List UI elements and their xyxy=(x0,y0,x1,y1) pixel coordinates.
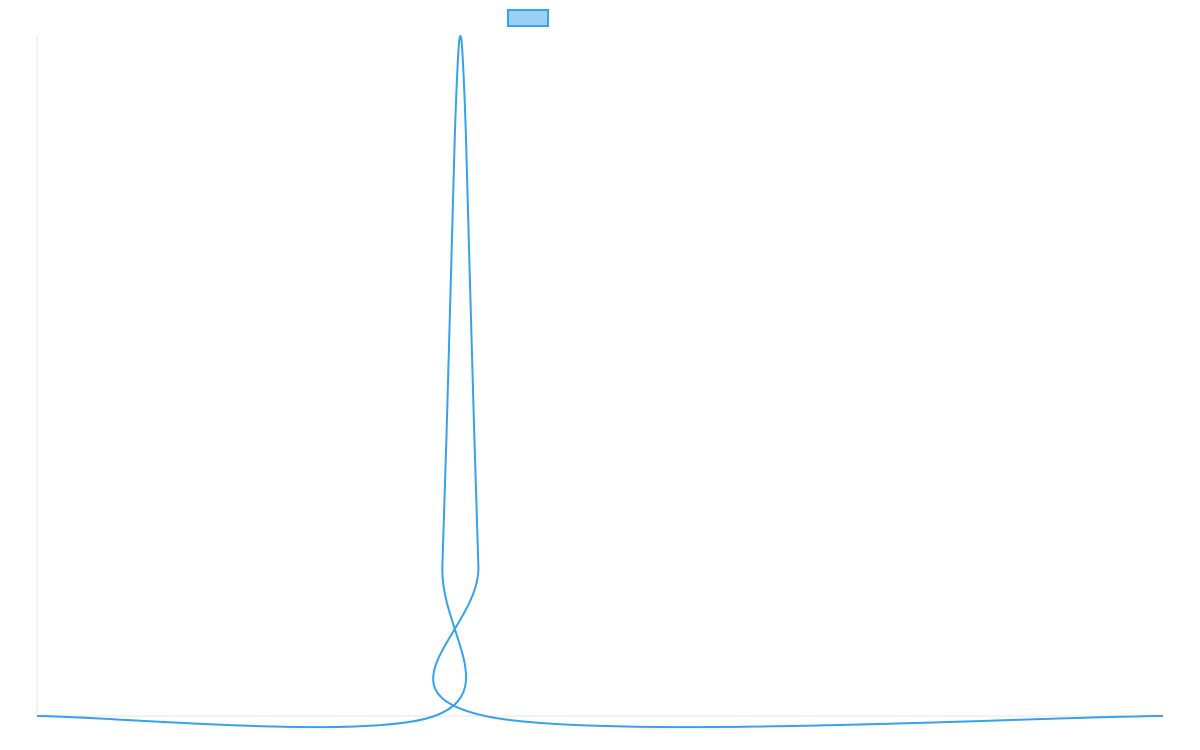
axes xyxy=(36,36,1163,717)
legend-marker[interactable] xyxy=(507,9,549,27)
legend[interactable] xyxy=(507,9,549,27)
series-line xyxy=(36,35,1164,729)
series-layer xyxy=(36,35,1164,729)
